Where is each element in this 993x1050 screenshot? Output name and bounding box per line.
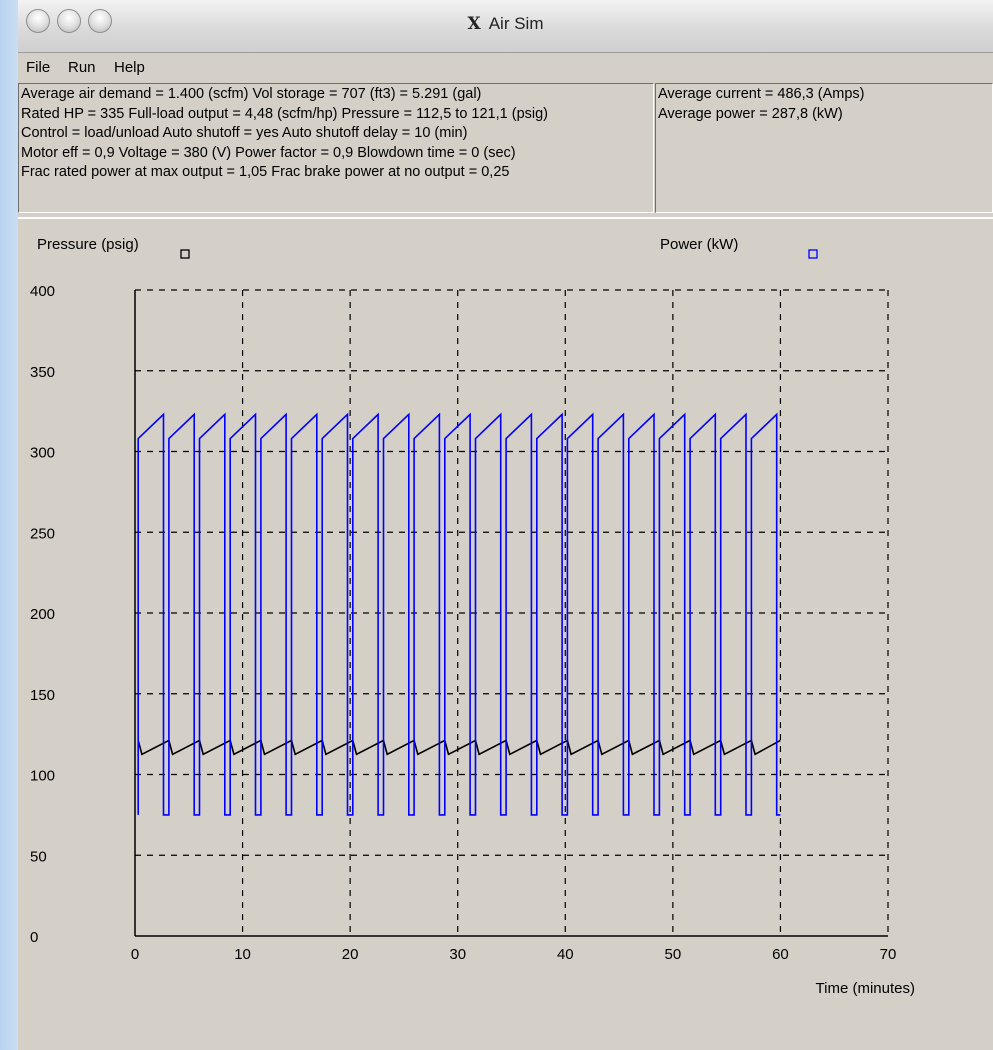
- window-title: Air Sim: [488, 14, 544, 33]
- plot-area: 0 50 100 150 200 250 300 350 400 0 10 20 30 40 50 60 70 T…: [18, 217, 993, 1050]
- menu-bar: File Run Help: [18, 55, 993, 81]
- x-tick-label: 30: [449, 946, 466, 963]
- x-axis-label: Time (minutes): [816, 980, 915, 997]
- pressure-power-chart: 0 50 100 150 200 250 300 350 400 0 10 20 30 40 50 60 70 T…: [30, 236, 915, 997]
- y-tick-label: 400: [30, 283, 55, 300]
- y-tick-label: 250: [30, 525, 55, 542]
- x-tick-label: 20: [342, 946, 359, 963]
- legend-pressure-label: Pressure (psig): [37, 236, 139, 253]
- y-tick-label: 350: [30, 364, 55, 381]
- app-window: X Air Sim File Run Help Average air deman…: [18, 0, 993, 1050]
- menu-file[interactable]: File: [26, 59, 51, 76]
- y-tick-label: 0: [30, 929, 38, 946]
- legend-power-marker: [808, 249, 818, 259]
- param-line: Average air demand = 1.400 (scfm) Vol st…: [21, 86, 482, 102]
- y-tick-label: 200: [30, 606, 55, 623]
- y-tick-label: 50: [30, 848, 47, 865]
- menu-run[interactable]: Run: [68, 59, 96, 76]
- y-tick-label: 300: [30, 445, 55, 462]
- x-tick-label: 70: [880, 946, 897, 963]
- summary-line: Average power = 287,8 (kW): [658, 105, 843, 122]
- x-tick-label: 50: [665, 946, 682, 963]
- x-tick-label: 0: [131, 946, 139, 963]
- x-tick-label: 40: [557, 946, 574, 963]
- zoom-button[interactable]: [88, 9, 112, 33]
- y-tick-label: 150: [30, 687, 55, 704]
- title-group: X Air Sim: [18, 14, 993, 34]
- param-line: Control = load/unload Auto shutoff = yes…: [21, 125, 468, 141]
- close-button[interactable]: [26, 9, 50, 33]
- title-bar: X Air Sim: [18, 0, 993, 53]
- x-tick-label: 60: [772, 946, 789, 963]
- pressure-series-line: [137, 739, 781, 756]
- power-series-line: [137, 412, 781, 816]
- minimize-button[interactable]: [57, 9, 81, 33]
- y-tick-label: 100: [30, 768, 55, 785]
- menu-help[interactable]: Help: [114, 59, 145, 76]
- legend-power-label: Power (kW): [660, 236, 738, 253]
- param-line: Rated HP = 335 Full-load output = 4,48 (…: [21, 105, 548, 122]
- param-line: Frac rated power at max output = 1,05 Fr…: [21, 164, 510, 180]
- legend-pressure-marker: [180, 249, 190, 259]
- x-tick-label: 10: [234, 946, 251, 963]
- x11-icon: X: [467, 14, 481, 34]
- summary-line: Average current = 486,3 (Amps): [658, 86, 865, 102]
- param-line: Motor eff = 0,9 Voltage = 380 (V) Power …: [21, 144, 516, 161]
- summary-panel: Average current = 486,3 (Amps) Average p…: [655, 83, 993, 213]
- parameters-panel: Average air demand = 1.400 (scfm) Vol st…: [18, 83, 654, 213]
